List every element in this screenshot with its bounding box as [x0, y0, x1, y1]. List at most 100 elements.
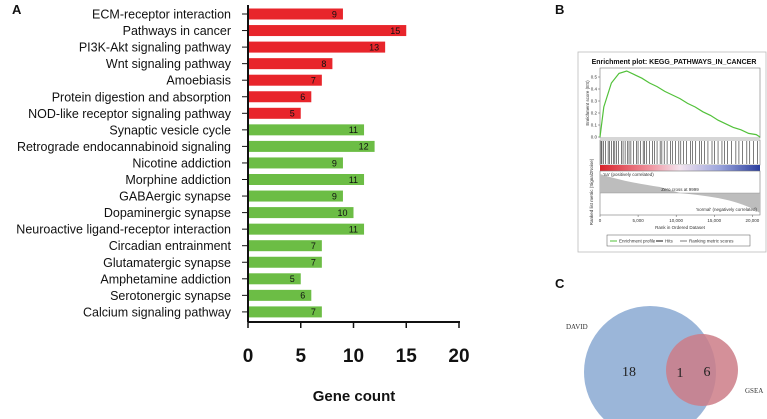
- category-label: Protein digestion and absorption: [52, 90, 231, 104]
- category-label: Neuroactive ligand-receptor interaction: [16, 223, 231, 237]
- bar-value-label: 6: [300, 291, 305, 301]
- gsea-es-panel: [599, 67, 761, 139]
- bar: [248, 306, 322, 318]
- bar: [248, 58, 333, 70]
- category-label: Morphine addiction: [125, 173, 231, 187]
- gsea-annotation-negative: 'normal' (negatively correlated): [696, 207, 758, 212]
- category-label: Amphetamine addiction: [100, 272, 231, 286]
- gsea-y-tick-label: 0.4: [591, 87, 598, 92]
- bar-value-label: 11: [349, 175, 358, 185]
- bar: [248, 207, 354, 219]
- bar: [248, 240, 322, 252]
- gsea-x-ticks: 0 5,000 10,000 15,000 20,000: [599, 215, 760, 223]
- bar: [248, 157, 343, 169]
- gsea-xlabel: Rank in Ordered Dataset: [655, 225, 706, 230]
- venn-count-david: 18: [622, 365, 636, 380]
- category-label: Calcium signaling pathway: [83, 305, 232, 319]
- gsea-x-tick-label: 10,000: [669, 218, 683, 223]
- venn-label-gsea: GSEA: [745, 387, 763, 395]
- category-label: Synaptic vesicle cycle: [109, 123, 231, 137]
- bar-value-label: 7: [311, 76, 316, 86]
- gsea-x-tick-label: 20,000: [745, 218, 759, 223]
- gsea-x-tick-label: 5,000: [632, 218, 644, 223]
- bar-value-label: 11: [349, 224, 358, 234]
- category-label: NOD-like receptor signaling pathway: [28, 107, 232, 121]
- gsea-y-tick-label: 0.1: [591, 123, 598, 128]
- category-label: Pathways in cancer: [123, 24, 231, 38]
- gsea-hits-lines: [600, 141, 758, 164]
- category-label: Amoebiasis: [166, 74, 231, 88]
- category-label: Nicotine addiction: [132, 156, 231, 170]
- category-label: Dopaminergic synapse: [104, 206, 231, 220]
- bar-value-label: 7: [311, 241, 316, 251]
- gsea-y-tick-label: 0.3: [591, 99, 598, 104]
- bar: [248, 289, 312, 301]
- gsea-ylabel2: Ranked list metric (Signal2Noise): [589, 158, 594, 225]
- venn-circle-gsea: [666, 334, 738, 406]
- venn-count-gsea: 6: [704, 365, 711, 380]
- x-tick-label: 0: [243, 346, 254, 367]
- bar: [248, 140, 375, 152]
- bar: [248, 174, 365, 185]
- panel-b-label: B: [555, 2, 565, 17]
- gsea-legend-metric: Ranking metric scores: [689, 239, 734, 244]
- panel-c-label: C: [555, 276, 565, 291]
- x-tick-label: 15: [396, 346, 418, 367]
- bar: [248, 74, 322, 86]
- bar-value-label: 10: [337, 208, 347, 218]
- category-label: Serotonergic synapse: [110, 289, 231, 303]
- bar: [248, 107, 301, 119]
- x-ticks-group: 0 5 10 15 20: [243, 322, 470, 367]
- bar: [248, 223, 365, 235]
- category-label: Wnt signaling pathway: [106, 57, 232, 71]
- category-label: PI3K-Akt signaling pathway: [79, 41, 232, 55]
- bar: [248, 41, 386, 53]
- venn-count-intersection: 1: [677, 366, 684, 381]
- bar: [248, 256, 322, 268]
- gsea-metric-area: [600, 174, 760, 213]
- gsea-ylabel: Enrichment score (ES): [585, 80, 590, 126]
- bar-value-label: 5: [290, 274, 295, 284]
- category-label: Retrograde endocannabinoid signaling: [17, 140, 231, 154]
- bar: [248, 25, 407, 37]
- bar: [248, 91, 312, 103]
- bar: [248, 273, 301, 285]
- bar: [248, 8, 343, 20]
- bar-value-label: 9: [332, 9, 337, 19]
- gsea-y-tick-label: 0.0: [591, 135, 598, 140]
- x-axis-label: Gene count: [313, 388, 396, 405]
- gsea-y-ticks: 0.5 0.4 0.3 0.2 0.1 0.0: [591, 75, 600, 140]
- gsea-annotation-zero-cross: Zero cross at 9999: [661, 187, 699, 192]
- gsea-y-tick-label: 0.5: [591, 75, 598, 80]
- bar-value-label: 12: [359, 142, 369, 152]
- enrichment-profile-line: [599, 70, 761, 138]
- bar-value-label: 7: [311, 307, 316, 317]
- bars-group: ECM-receptor interaction 9 Pathways in can…: [16, 8, 407, 319]
- category-label: GABAergic synapse: [119, 190, 231, 204]
- gsea-title: Enrichment plot: KEGG_PATHWAYS_IN_CANCER: [592, 59, 757, 66]
- bar-value-label: 8: [321, 59, 326, 69]
- x-tick-label: 5: [295, 346, 306, 367]
- gsea-legend-hits: Hits: [665, 239, 673, 244]
- gsea-rank-colorbar: [600, 165, 760, 171]
- bar-value-label: 9: [332, 191, 337, 201]
- bar-value-label: 11: [349, 125, 358, 135]
- bar-value-label: 15: [390, 26, 400, 36]
- bar-value-label: 5: [290, 109, 295, 119]
- venn-label-david: DAVID: [566, 323, 588, 331]
- gsea-legend-box: [606, 234, 751, 247]
- bar: [248, 124, 365, 136]
- bar-value-label: 7: [311, 258, 316, 268]
- gsea-hits-panel: [599, 139, 761, 166]
- category-label: Glutamatergic synapse: [103, 256, 231, 270]
- gsea-y-tick-label: 0.2: [591, 111, 598, 116]
- gsea-x-tick-label: 15,000: [707, 218, 721, 223]
- bar-value-label: 13: [369, 42, 379, 52]
- x-tick-label: 10: [343, 346, 364, 367]
- x-tick-label: 20: [448, 346, 469, 367]
- gsea-legend-profile: Enrichment profile: [619, 239, 656, 244]
- category-label: ECM-receptor interaction: [92, 8, 231, 22]
